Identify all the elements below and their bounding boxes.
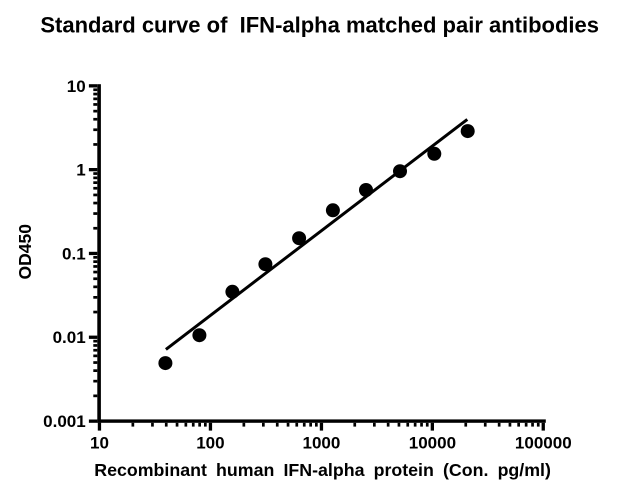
svg-text:OD450: OD450 xyxy=(15,224,35,280)
svg-text:Standard curve of IFN-alpha m: Standard curve of IFN-alpha matched pair… xyxy=(40,13,599,38)
svg-text:10000: 10000 xyxy=(409,434,456,453)
svg-text:10: 10 xyxy=(90,434,109,453)
svg-text:0.01: 0.01 xyxy=(53,328,86,347)
svg-text:0.1: 0.1 xyxy=(62,244,86,263)
svg-text:100000: 100000 xyxy=(515,434,572,453)
svg-text:100: 100 xyxy=(196,434,224,453)
svg-text:Recombinant human IFN-alpha pr: Recombinant human IFN-alpha protein (Con… xyxy=(94,460,551,480)
svg-text:10: 10 xyxy=(67,77,86,96)
svg-text:0.001: 0.001 xyxy=(43,412,86,431)
svg-text:1: 1 xyxy=(76,161,85,180)
svg-text:1000: 1000 xyxy=(302,434,340,453)
